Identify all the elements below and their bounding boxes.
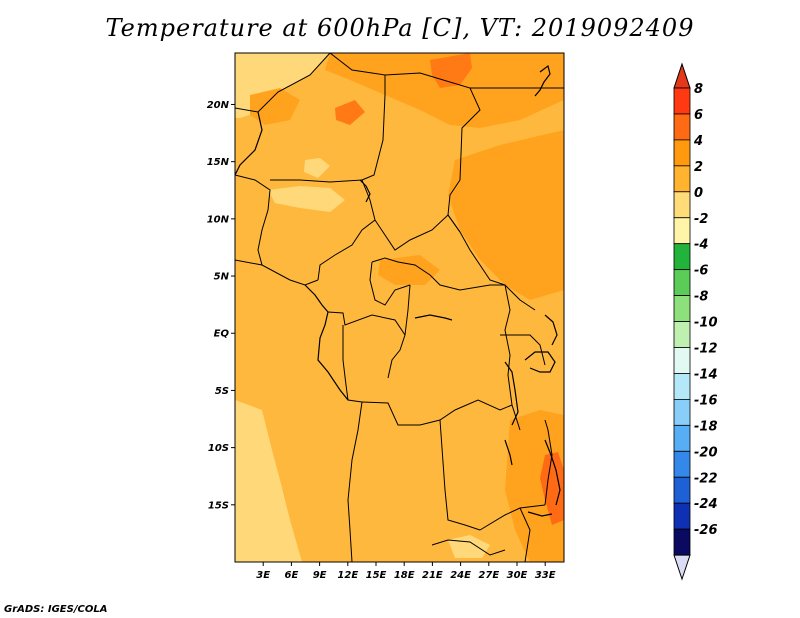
lat-tick-label: 5S xyxy=(215,386,229,397)
colorbar-swatch xyxy=(673,165,691,193)
field-warm-nw xyxy=(250,88,300,125)
map-title: Temperature at 600hPa [C], VT: 201909240… xyxy=(105,14,695,42)
lat-tick-label: 20N xyxy=(207,100,230,111)
colorbar-swatch xyxy=(673,217,691,245)
colorbar-label: -10 xyxy=(694,316,718,331)
lon-tick-label: 27E xyxy=(478,570,499,581)
colorbar-label: 4 xyxy=(693,134,703,149)
colorbar-swatch xyxy=(673,476,691,504)
lon-tick-label: 18E xyxy=(394,570,415,581)
colorbar-label: -4 xyxy=(694,238,708,253)
colorbar-bottom-triangle xyxy=(673,554,691,581)
coastlines-lakes xyxy=(235,64,561,517)
colorbar-label: -18 xyxy=(694,419,718,434)
colorbar-swatch xyxy=(673,243,691,271)
field-warm-southeast xyxy=(505,410,564,562)
colorbar-swatch xyxy=(673,87,691,115)
lon-tick-label: 6E xyxy=(285,570,299,581)
colorbar-label: -6 xyxy=(694,264,708,279)
credit-label: GrADS: IGES/COLA xyxy=(4,604,108,615)
lon-tick-label: 21E xyxy=(422,570,443,581)
field-warm-east xyxy=(448,130,564,300)
field-cool-spot1 xyxy=(304,158,330,178)
colorbar-swatch xyxy=(673,347,691,374)
colorbar-label: -22 xyxy=(694,471,718,486)
colorbar-swatch xyxy=(673,424,691,452)
colorbar-label: -14 xyxy=(694,367,718,382)
colorbar-swatch xyxy=(673,139,691,167)
colorbar-label: -12 xyxy=(694,342,718,357)
colorbar-label: -2 xyxy=(694,212,708,227)
colorbar-swatch xyxy=(673,269,691,296)
lon-tick-label: 24E xyxy=(450,570,471,581)
temperature-field xyxy=(235,53,564,562)
colorbar-label: 8 xyxy=(694,82,703,97)
colorbar-swatch xyxy=(673,450,691,478)
colorbar-swatch xyxy=(673,528,691,556)
field-warm-north xyxy=(325,53,564,128)
map-frame xyxy=(234,52,565,563)
lon-tick-label: 12E xyxy=(337,570,358,581)
lat-tick-label: 10S xyxy=(208,443,229,454)
lat-tick-label: 10N xyxy=(207,214,230,225)
field-cool-sahel xyxy=(268,186,345,212)
field-hot-niger xyxy=(335,100,365,125)
colorbar-label: -8 xyxy=(694,290,708,305)
colorbar-label: 6 xyxy=(694,108,703,123)
field-cool-sw-coast xyxy=(235,400,302,562)
colorbar-label: 2 xyxy=(694,160,703,175)
lat-tick-label: 15S xyxy=(208,500,229,511)
colorbar-swatch xyxy=(673,502,691,530)
lon-tick-label: 9E xyxy=(313,570,327,581)
lat-tick-label: 5N xyxy=(214,272,230,283)
colorbar-swatch xyxy=(673,321,691,348)
lat-tick-label: EQ xyxy=(214,329,230,340)
colorbar-label: -24 xyxy=(694,497,718,512)
colorbar: 8 6 4 2 0 -2 -4 -6 -8 -10 -12 -14 -16 -18 -20 -22 -24 -26 xyxy=(673,62,718,581)
field-hot-malawi xyxy=(540,452,564,525)
map-axes: 3E 6E 9E 12E 15E 18E 21E 24E 27E 30E 33E 20N 15N 10N 5… xyxy=(207,100,556,581)
lon-tick-label: 3E xyxy=(256,570,270,581)
colorbar-swatch xyxy=(673,113,691,141)
lon-tick-label: 30E xyxy=(507,570,528,581)
colorbar-swatch xyxy=(673,295,691,322)
colorbar-swatch xyxy=(673,191,691,219)
colorbar-swatch xyxy=(673,398,691,426)
country-borders xyxy=(235,53,564,562)
colorbar-label: -20 xyxy=(694,445,718,460)
lon-tick-label: 15E xyxy=(366,570,387,581)
colorbar-label: -26 xyxy=(694,523,718,538)
lon-tick-label: 33E xyxy=(535,570,556,581)
lat-tick-label: 15N xyxy=(207,157,230,168)
field-warm-congo xyxy=(378,255,440,285)
colorbar-top-triangle xyxy=(673,62,691,89)
colorbar-swatch xyxy=(673,373,691,400)
colorbar-label: -16 xyxy=(694,393,718,408)
colorbar-label: 0 xyxy=(694,186,703,201)
